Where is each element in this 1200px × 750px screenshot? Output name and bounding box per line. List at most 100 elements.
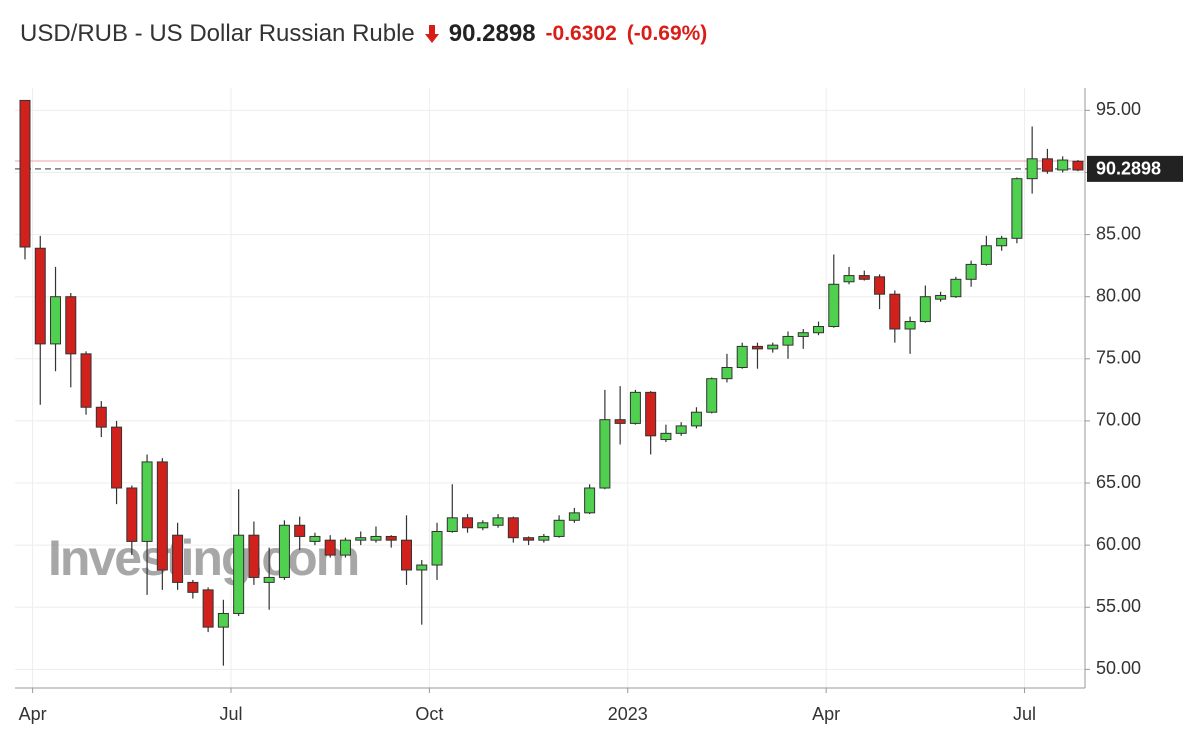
candle bbox=[721, 353, 733, 383]
candle bbox=[401, 515, 412, 585]
candle-body bbox=[1072, 160, 1084, 171]
candle bbox=[919, 285, 931, 323]
candle bbox=[65, 292, 77, 388]
candle bbox=[80, 351, 92, 415]
candle bbox=[126, 485, 138, 556]
candle bbox=[553, 515, 565, 538]
candle bbox=[172, 522, 184, 590]
candle bbox=[50, 266, 62, 372]
candle-body bbox=[629, 391, 641, 424]
candle bbox=[1026, 126, 1038, 194]
y-tick-label: 70.00 bbox=[1096, 410, 1141, 430]
down-arrow-icon bbox=[424, 25, 439, 43]
candle-body bbox=[1011, 178, 1023, 239]
candle bbox=[1072, 160, 1084, 172]
candle-body bbox=[19, 99, 31, 248]
candle bbox=[141, 454, 153, 595]
candle-body bbox=[492, 517, 504, 526]
candle bbox=[675, 422, 687, 436]
candle-body bbox=[431, 530, 443, 566]
candle-body bbox=[919, 296, 931, 323]
candle bbox=[614, 386, 626, 445]
candle-body bbox=[706, 378, 718, 413]
x-tick-label: Apr bbox=[19, 704, 47, 724]
candle bbox=[797, 328, 809, 349]
candle-body bbox=[645, 391, 657, 437]
x-tick-label: 2023 bbox=[608, 704, 648, 724]
candle-body bbox=[599, 419, 611, 489]
candle bbox=[965, 260, 977, 287]
candle bbox=[202, 587, 214, 633]
candle-body bbox=[370, 535, 382, 541]
candle-body bbox=[462, 517, 474, 529]
candle bbox=[156, 458, 168, 590]
candle-body bbox=[80, 353, 92, 408]
candle bbox=[416, 560, 428, 625]
last-price: 90.2898 bbox=[448, 20, 536, 47]
candle bbox=[782, 331, 794, 359]
title: USD/RUB - US Dollar Russian Ruble bbox=[20, 20, 415, 47]
x-tick-label: Jul bbox=[220, 704, 243, 724]
candle-body bbox=[187, 581, 199, 593]
candle bbox=[309, 532, 321, 546]
candle bbox=[858, 270, 870, 281]
candle bbox=[385, 535, 397, 548]
candle bbox=[355, 531, 367, 546]
candle-body bbox=[553, 519, 565, 537]
candle bbox=[34, 235, 46, 405]
candle bbox=[889, 290, 901, 343]
candle-body bbox=[751, 345, 763, 350]
watermark: Investing.com bbox=[48, 530, 358, 586]
candle bbox=[813, 321, 825, 336]
candle bbox=[507, 516, 519, 543]
y-tick-label: 80.00 bbox=[1096, 285, 1141, 305]
candle bbox=[980, 235, 992, 266]
candle bbox=[874, 274, 886, 310]
candle bbox=[935, 291, 947, 302]
candle-body bbox=[263, 576, 275, 583]
y-tick-label: 55.00 bbox=[1096, 596, 1141, 616]
candle-body bbox=[782, 335, 794, 346]
candle-body bbox=[65, 296, 77, 355]
candle-body bbox=[111, 426, 123, 489]
candle bbox=[95, 401, 107, 438]
y-tick-label: 60.00 bbox=[1096, 534, 1141, 554]
candle bbox=[904, 316, 916, 354]
candle bbox=[950, 276, 962, 298]
candle-body bbox=[675, 425, 687, 434]
candle-body bbox=[233, 534, 245, 614]
candle bbox=[294, 516, 306, 551]
candle-body bbox=[813, 326, 825, 334]
candle-body bbox=[1026, 158, 1038, 180]
candle bbox=[1041, 148, 1053, 174]
candle bbox=[996, 235, 1008, 251]
y-tick-label: 50.00 bbox=[1096, 658, 1141, 678]
price-change: -0.6302 bbox=[545, 22, 617, 45]
candle-body bbox=[141, 461, 153, 542]
candle bbox=[233, 489, 245, 616]
candle bbox=[370, 526, 382, 543]
candle-body bbox=[278, 524, 290, 578]
candle bbox=[767, 342, 779, 353]
candle-body bbox=[202, 589, 214, 628]
candle-body bbox=[401, 539, 412, 571]
candle-body bbox=[828, 283, 840, 328]
candle-body bbox=[736, 345, 748, 369]
candle-body bbox=[248, 534, 260, 578]
candle-body bbox=[858, 275, 870, 280]
candle bbox=[1057, 156, 1069, 173]
y-tick-label: 75.00 bbox=[1096, 348, 1141, 368]
candle-body bbox=[965, 263, 977, 280]
candle bbox=[523, 536, 535, 546]
candle bbox=[584, 484, 596, 515]
candle bbox=[339, 537, 351, 558]
candle-body bbox=[874, 276, 886, 295]
candle-body bbox=[355, 537, 367, 541]
candle bbox=[1011, 177, 1023, 244]
candle-body bbox=[477, 522, 489, 529]
candle-body bbox=[935, 294, 947, 300]
candle-body bbox=[568, 512, 580, 521]
candle bbox=[446, 484, 458, 533]
